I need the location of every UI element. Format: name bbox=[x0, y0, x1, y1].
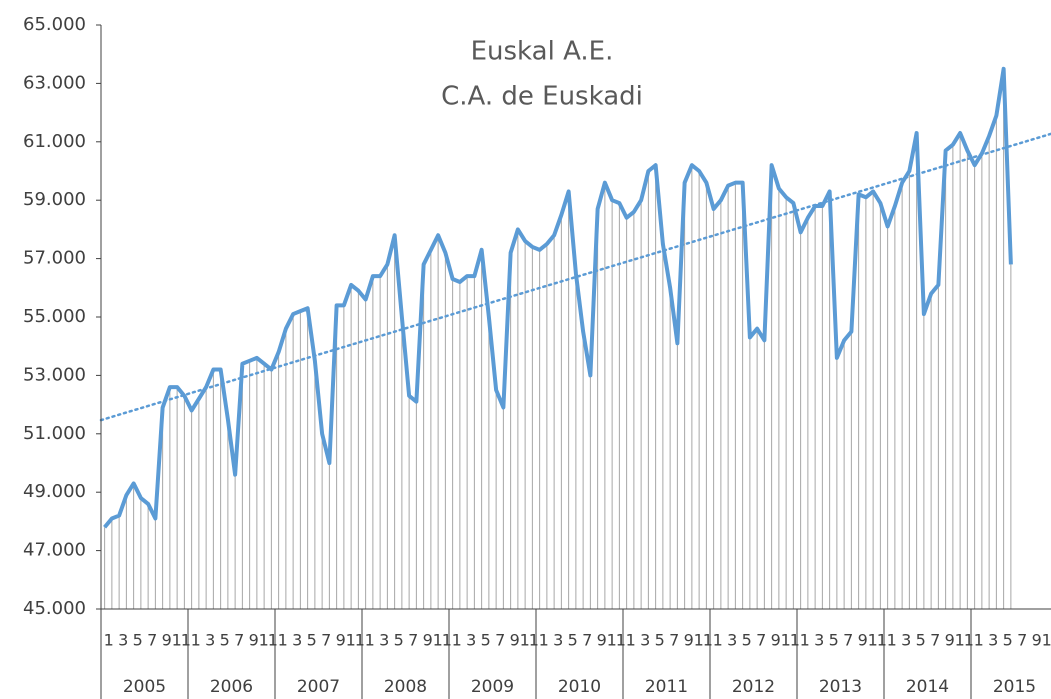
x-tick-label: 9 bbox=[684, 631, 694, 650]
x-tick-label: 9 bbox=[597, 631, 607, 650]
x-group-label: 2011 bbox=[645, 677, 688, 697]
y-tick-label: 55.000 bbox=[23, 306, 86, 327]
x-tick-label: 7 bbox=[321, 631, 330, 650]
x-tick-label: 7 bbox=[756, 631, 765, 650]
x-tick-label: 3 bbox=[727, 631, 736, 650]
x-tick-label: 7 bbox=[234, 631, 243, 650]
x-tick-label: 5 bbox=[916, 631, 925, 650]
x-tick-label: 5 bbox=[1003, 631, 1012, 650]
y-tick-label: 59.000 bbox=[23, 189, 86, 210]
x-tick-label: 11 bbox=[694, 631, 712, 650]
x-tick-label: 9 bbox=[945, 631, 955, 650]
x-tick-label: 1 bbox=[887, 631, 896, 650]
x-group-label: 2009 bbox=[471, 677, 514, 697]
x-group-label: 2007 bbox=[297, 677, 340, 697]
x-tick-label: 9 bbox=[510, 631, 520, 650]
chart-title: Euskal A.E. bbox=[471, 37, 614, 67]
x-tick-label: 3 bbox=[901, 631, 910, 650]
x-group-label: 2006 bbox=[210, 677, 253, 697]
x-tick-label: 5 bbox=[568, 631, 577, 650]
x-tick-label: 9 bbox=[162, 631, 172, 650]
x-tick-label: 3 bbox=[205, 631, 214, 650]
x-tick-label: 7 bbox=[1017, 631, 1026, 650]
x-tick-label: 1 bbox=[713, 631, 722, 650]
x-tick-label: 5 bbox=[394, 631, 403, 650]
x-tick-label: 11 bbox=[172, 631, 190, 650]
x-tick-label: 3 bbox=[466, 631, 475, 650]
x-group-label: 2010 bbox=[558, 677, 601, 697]
x-tick-label: 5 bbox=[133, 631, 142, 650]
x-group-label: 2012 bbox=[732, 677, 775, 697]
x-group-label: 2008 bbox=[384, 677, 427, 697]
y-tick-label: 49.000 bbox=[23, 481, 86, 502]
x-tick-label: 3 bbox=[640, 631, 649, 650]
y-tick-label: 45.000 bbox=[23, 598, 86, 619]
x-group-label: 2014 bbox=[906, 677, 949, 697]
y-tick-label: 53.000 bbox=[23, 364, 86, 385]
x-tick-label: 3 bbox=[379, 631, 388, 650]
x-group-label: 2013 bbox=[819, 677, 862, 697]
x-tick-label: 9 bbox=[336, 631, 346, 650]
y-tick-label: 63.000 bbox=[23, 72, 86, 93]
x-tick-label: 1 bbox=[974, 631, 983, 650]
x-tick-label: 7 bbox=[147, 631, 156, 650]
x-tick-label: 3 bbox=[118, 631, 127, 650]
x-tick-label: 1 bbox=[104, 631, 113, 650]
x-tick-label: 11 bbox=[955, 631, 973, 650]
x-tick-label: 1 bbox=[626, 631, 635, 650]
y-tick-label: 61.000 bbox=[23, 131, 86, 152]
y-tick-label: 47.000 bbox=[23, 540, 86, 561]
x-group-label: 2005 bbox=[123, 677, 166, 697]
series-line bbox=[103, 66, 1013, 529]
x-tick-label: 1 bbox=[539, 631, 548, 650]
x-tick-label: 1 bbox=[278, 631, 287, 650]
x-tick-label: 7 bbox=[408, 631, 417, 650]
x-tick-label: 9 bbox=[771, 631, 781, 650]
x-tick-label: 11 bbox=[607, 631, 625, 650]
x-tick-label: 3 bbox=[292, 631, 301, 650]
x-tick-label: 11 bbox=[1042, 631, 1051, 650]
x-tick-label: 9 bbox=[249, 631, 259, 650]
x-tick-label: 5 bbox=[655, 631, 664, 650]
x-group-label: 2015 bbox=[993, 677, 1036, 697]
x-tick-label: 5 bbox=[742, 631, 751, 650]
x-tick-label: 7 bbox=[495, 631, 504, 650]
y-tick-label: 51.000 bbox=[23, 423, 86, 444]
x-tick-label: 5 bbox=[481, 631, 490, 650]
x-tick-label: 11 bbox=[520, 631, 538, 650]
x-tick-label: 5 bbox=[829, 631, 838, 650]
x-tick-label: 5 bbox=[307, 631, 316, 650]
x-tick-label: 11 bbox=[781, 631, 799, 650]
x-tick-label: 7 bbox=[843, 631, 852, 650]
x-tick-label: 1 bbox=[800, 631, 809, 650]
x-tick-label: 3 bbox=[814, 631, 823, 650]
x-tick-label: 3 bbox=[988, 631, 997, 650]
y-tick-label: 65.000 bbox=[23, 14, 86, 35]
y-tick-label: 57.000 bbox=[23, 248, 86, 269]
chart-title: C.A. de Euskadi bbox=[441, 82, 643, 112]
x-tick-label: 11 bbox=[346, 631, 364, 650]
x-tick-label: 11 bbox=[433, 631, 451, 650]
x-tick-label: 7 bbox=[930, 631, 939, 650]
x-tick-label: 1 bbox=[191, 631, 200, 650]
x-tick-label: 5 bbox=[220, 631, 229, 650]
x-tick-label: 7 bbox=[582, 631, 591, 650]
x-tick-label: 9 bbox=[423, 631, 433, 650]
x-tick-label: 9 bbox=[858, 631, 868, 650]
x-tick-label: 9 bbox=[1032, 631, 1042, 650]
x-tick-label: 1 bbox=[452, 631, 461, 650]
x-tick-label: 3 bbox=[553, 631, 562, 650]
x-tick-label: 7 bbox=[669, 631, 678, 650]
trendline bbox=[99, 132, 1051, 422]
x-tick-label: 11 bbox=[868, 631, 886, 650]
x-tick-label: 1 bbox=[365, 631, 374, 650]
x-tick-label: 11 bbox=[259, 631, 277, 650]
